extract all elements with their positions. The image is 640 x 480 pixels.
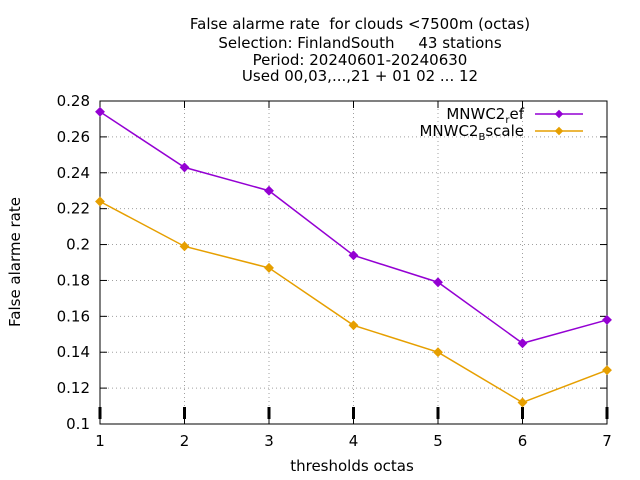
y-tick-label: 0.18 bbox=[57, 271, 90, 289]
chart-title-line-2: Selection: FinlandSouth 43 stations bbox=[218, 34, 502, 52]
x-tick-label: 5 bbox=[433, 432, 443, 450]
x-axis-label: thresholds octas bbox=[290, 457, 414, 475]
series-2-point bbox=[348, 320, 359, 331]
y-tick-label: 0.24 bbox=[57, 164, 90, 182]
y-axis-label: False alarme rate bbox=[6, 197, 24, 327]
series-2-point bbox=[602, 365, 612, 376]
series-1-point bbox=[95, 106, 105, 117]
chart-title-line-3: Period: 20240601-20240630 bbox=[252, 51, 468, 69]
y-tick-label: 0.12 bbox=[57, 379, 90, 397]
legend-label-series-1: MNWC2ref bbox=[446, 105, 524, 126]
y-tick-label: 0.22 bbox=[57, 200, 90, 218]
series-1-point bbox=[264, 185, 274, 196]
y-tick-label: 0.1 bbox=[66, 415, 90, 433]
legend-marker-series-2 bbox=[554, 126, 564, 136]
chart-title-line-4: Used 00,03,...,21 + 01 02 ... 12 bbox=[241, 67, 479, 85]
x-tick-label: 6 bbox=[518, 432, 528, 450]
legend-label-series-2: MNWC2Bscale bbox=[419, 122, 524, 143]
legend-label-series-1-sub: r bbox=[505, 115, 510, 126]
legend-label-series-2-main: MNWC2 bbox=[419, 122, 479, 140]
legend bbox=[535, 109, 583, 136]
y-tick-label: 0.28 bbox=[57, 92, 90, 110]
axes: 0.1 0.12 0.14 0.16 0.18 0.2 0.22 0.24 0.26 0.28 1 2… bbox=[57, 92, 612, 450]
y-tick-label: 0.2 bbox=[66, 236, 90, 254]
x-tick-label: 3 bbox=[264, 432, 274, 450]
legend-marker-series-1 bbox=[554, 109, 564, 119]
series-2-point bbox=[517, 397, 528, 408]
legend-label-series-2-sub: B bbox=[478, 132, 486, 143]
x-tick-label: 2 bbox=[180, 432, 190, 450]
x-tick-label: 1 bbox=[95, 432, 105, 450]
plot-border bbox=[99, 100, 608, 425]
series-2-point bbox=[95, 196, 105, 207]
series-1-point bbox=[602, 314, 612, 325]
legend-label-series-1-rest: ef bbox=[509, 105, 524, 123]
grid bbox=[100, 101, 607, 424]
series-2-point bbox=[433, 347, 443, 358]
series-1-point bbox=[433, 277, 443, 288]
legend-label-series-2-rest: scale bbox=[485, 122, 524, 140]
y-tick-label: 0.14 bbox=[57, 343, 90, 361]
series-1-point bbox=[517, 338, 528, 349]
legend-label-series-1-main: MNWC2 bbox=[446, 105, 506, 123]
y-tick-label: 0.16 bbox=[57, 307, 90, 325]
series-line-1 bbox=[99, 111, 608, 345]
series-2-point bbox=[179, 241, 190, 252]
series-1-point bbox=[179, 162, 190, 173]
chart-title-line-1: False alarme rate for clouds <7500m (oct… bbox=[189, 15, 531, 33]
series-layer bbox=[95, 106, 612, 408]
series-2-point bbox=[264, 262, 274, 273]
y-tick-label: 0.26 bbox=[57, 128, 90, 146]
series-1-point bbox=[348, 250, 359, 261]
x-tick-label: 4 bbox=[349, 432, 359, 450]
x-tick-label: 7 bbox=[602, 432, 612, 450]
